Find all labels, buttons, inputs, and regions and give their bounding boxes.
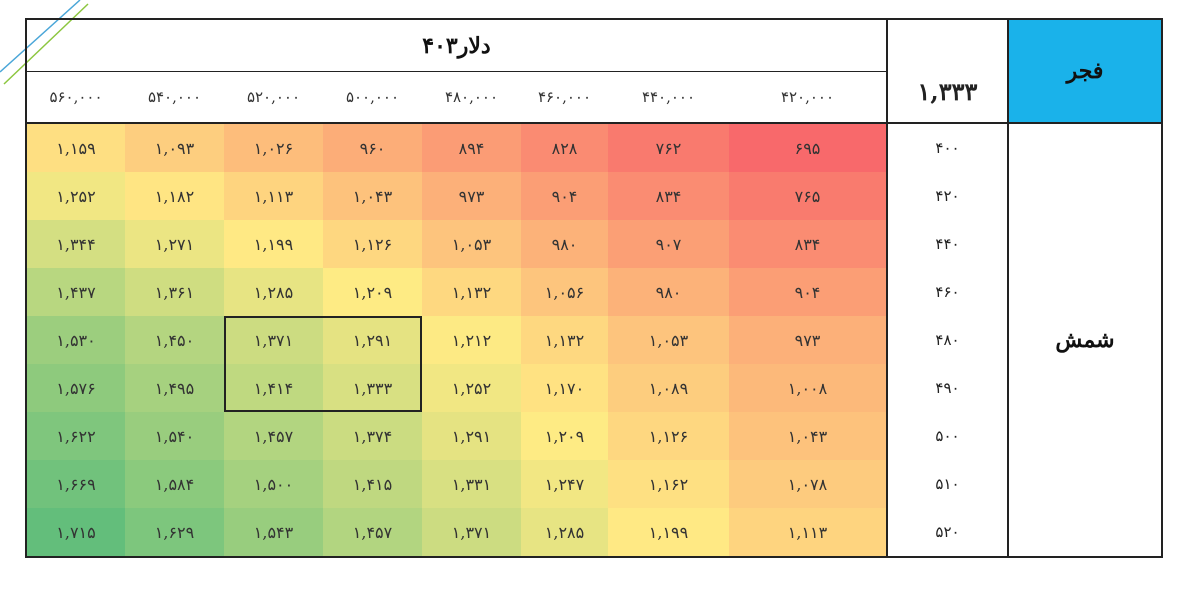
heatmap-cell: ۱,۲۸۵ (224, 268, 323, 316)
heatmap-cell: ۱,۱۳۲ (521, 316, 608, 364)
row-header: ۵۱۰ (886, 460, 1007, 508)
heatmap-cell: ۱,۳۴۴ (27, 220, 125, 268)
heatmap-cell: ۱,۱۸۲ (125, 172, 224, 220)
column-header: ۵۰۰,۰۰۰ (323, 72, 422, 124)
heatmap-cell: ۱,۳۳۱ (422, 460, 521, 508)
heatmap-cell: ۱,۰۹۳ (125, 124, 224, 172)
table-title: دلار۴۰۳ (27, 20, 886, 72)
heatmap-cell: ۱,۴۵۷ (323, 508, 422, 556)
heatmap-cell: ۱,۴۵۰ (125, 316, 224, 364)
fajr-header: فجر (1007, 20, 1161, 124)
row-header: ۴۶۰ (886, 268, 1007, 316)
row-header: ۵۰۰ (886, 412, 1007, 460)
column-header: ۴۶۰,۰۰۰ (521, 72, 608, 124)
heatmap-cell: ۷۶۵ (729, 172, 886, 220)
row-header: ۴۲۰ (886, 172, 1007, 220)
column-header: ۴۸۰,۰۰۰ (422, 72, 521, 124)
row-header: ۵۲۰ (886, 508, 1007, 556)
heatmap-cell: ۸۹۴ (422, 124, 521, 172)
heatmap-cell: ۸۳۴ (729, 220, 886, 268)
heatmap-cell: ۹۷۳ (422, 172, 521, 220)
heatmap-cell: ۱,۱۶۲ (608, 460, 729, 508)
heatmap-cell: ۱,۵۴۰ (125, 412, 224, 460)
heatmap-cell: ۷۶۲ (608, 124, 729, 172)
heatmap-cell: ۱,۰۵۶ (521, 268, 608, 316)
heatmap-cell: ۱,۵۴۳ (224, 508, 323, 556)
heatmap-cell: ۱,۲۱۲ (422, 316, 521, 364)
heatmap-cell: ۱,۳۷۱ (422, 508, 521, 556)
heatmap-cell: ۹۰۷ (608, 220, 729, 268)
heatmap-cell: ۱,۵۸۴ (125, 460, 224, 508)
heatmap-cell: ۱,۰۵۳ (422, 220, 521, 268)
heatmap-cell: ۱,۳۳۳ (323, 364, 422, 412)
row-header: ۴۹۰ (886, 364, 1007, 412)
heatmap-cell: ۱,۱۲۶ (323, 220, 422, 268)
heatmap-cell: ۱,۲۷۱ (125, 220, 224, 268)
row-header: ۴۸۰ (886, 316, 1007, 364)
heatmap-cell: ۱,۳۷۱ (224, 316, 323, 364)
heatmap-cell: ۱,۰۵۳ (608, 316, 729, 364)
heatmap-cell: ۱,۰۴۳ (729, 412, 886, 460)
heatmap-cell: ۱,۱۹۹ (224, 220, 323, 268)
heatmap-cell: ۱,۱۳۲ (422, 268, 521, 316)
heatmap-cell: ۱,۰۴۳ (323, 172, 422, 220)
heatmap-cell: ۱,۴۱۵ (323, 460, 422, 508)
current-value: ۱,۳۳۳ (886, 20, 1007, 124)
column-header: ۴۴۰,۰۰۰ (608, 72, 729, 124)
heatmap-cell: ۹۰۴ (521, 172, 608, 220)
heatmap-cell: ۱,۲۴۷ (521, 460, 608, 508)
heatmap-cell: ۱,۵۷۶ (27, 364, 125, 412)
heatmap-cell: ۱,۳۶۱ (125, 268, 224, 316)
heatmap-cell: ۱,۲۸۵ (521, 508, 608, 556)
heatmap-cell: ۱,۶۶۹ (27, 460, 125, 508)
heatmap-cell: ۹۷۳ (729, 316, 886, 364)
heatmap-cell: ۹۶۰ (323, 124, 422, 172)
heatmap-cell: ۱,۳۷۴ (323, 412, 422, 460)
row-group-label: شمش (1007, 124, 1161, 556)
heatmap-cell: ۱,۰۷۸ (729, 460, 886, 508)
column-header: ۵۶۰,۰۰۰ (27, 72, 125, 124)
heatmap-cell: ۱,۲۹۱ (422, 412, 521, 460)
heatmap-cell: ۶۹۵ (729, 124, 886, 172)
heatmap-cell: ۱,۲۵۲ (422, 364, 521, 412)
heatmap-cell: ۱,۱۹۹ (608, 508, 729, 556)
heatmap-cell: ۱,۵۰۰ (224, 460, 323, 508)
heatmap-cell: ۹۸۰ (521, 220, 608, 268)
heatmap-cell: ۱,۰۰۸ (729, 364, 886, 412)
heatmap-cell: ۱,۷۱۵ (27, 508, 125, 556)
heatmap-cell: ۱,۴۱۴ (224, 364, 323, 412)
column-header: ۵۲۰,۰۰۰ (224, 72, 323, 124)
column-header: ۴۲۰,۰۰۰ (729, 72, 886, 124)
heatmap-cell: ۱,۱۲۶ (608, 412, 729, 460)
heatmap-cell: ۱,۲۵۲ (27, 172, 125, 220)
heatmap-cell: ۱,۲۹۱ (323, 316, 422, 364)
heatmap-cell: ۱,۴۹۵ (125, 364, 224, 412)
heatmap-cell: ۱,۴۵۷ (224, 412, 323, 460)
heatmap-cell: ۱,۲۰۹ (521, 412, 608, 460)
heatmap-cell: ۸۲۸ (521, 124, 608, 172)
heatmap-cell: ۸۳۴ (608, 172, 729, 220)
heatmap-cell: ۱,۱۷۰ (521, 364, 608, 412)
heatmap-cell: ۱,۱۱۳ (224, 172, 323, 220)
heatmap-cell: ۱,۱۱۳ (729, 508, 886, 556)
heatmap-cell: ۱,۶۲۹ (125, 508, 224, 556)
heatmap-cell: ۹۸۰ (608, 268, 729, 316)
heatmap-cell: ۱,۶۲۲ (27, 412, 125, 460)
heatmap-cell: ۱,۰۸۹ (608, 364, 729, 412)
column-header: ۵۴۰,۰۰۰ (125, 72, 224, 124)
heatmap-cell: ۹۰۴ (729, 268, 886, 316)
row-header: ۴۴۰ (886, 220, 1007, 268)
heatmap-cell: ۱,۱۵۹ (27, 124, 125, 172)
corner-decoration-lines (0, 0, 89, 85)
heatmap-cell: ۱,۴۳۷ (27, 268, 125, 316)
row-header: ۴۰۰ (886, 124, 1007, 172)
heatmap-cell: ۱,۲۰۹ (323, 268, 422, 316)
price-sensitivity-table: دلار۴۰۳ ۱,۳۳۳ فجر شمش ۵۶۰,۰۰۰ ۵۴۰,۰۰۰ ۵۲۰,… (25, 18, 1163, 558)
heatmap-cell: ۱,۵۳۰ (27, 316, 125, 364)
heatmap-cell: ۱,۰۲۶ (224, 124, 323, 172)
